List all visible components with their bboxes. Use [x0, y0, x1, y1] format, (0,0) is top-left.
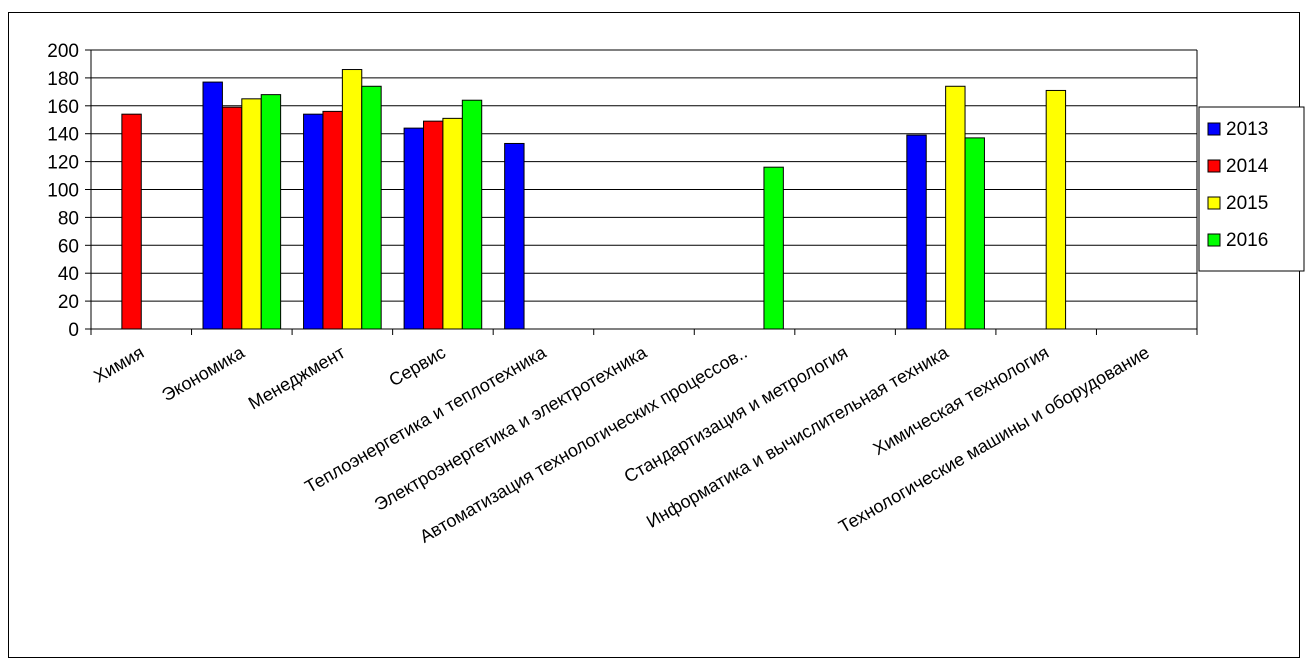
legend-swatch-2013 — [1207, 122, 1221, 136]
y-tick-label: 160 — [47, 97, 79, 118]
y-tick-label: 120 — [47, 153, 79, 174]
legend-label-2015: 2015 — [1226, 193, 1268, 214]
y-tick-label: 40 — [58, 264, 79, 285]
bar-2013-4 — [403, 127, 425, 330]
x-category-label: Химическая технология — [870, 342, 1053, 459]
y-tick-label: 20 — [58, 292, 79, 313]
bar-2016-4 — [461, 99, 483, 330]
bar-2015-2 — [241, 98, 262, 330]
bar-2015-10 — [1045, 89, 1067, 330]
y-tick-label: 0 — [68, 320, 79, 341]
y-tick-label: 60 — [58, 236, 79, 257]
x-category-label: Химия — [90, 342, 147, 386]
bar-2016-2 — [260, 94, 282, 330]
legend-label-2013: 2013 — [1226, 119, 1268, 140]
bar-2016-7 — [763, 166, 784, 330]
x-category-label: Экономика — [158, 342, 248, 406]
x-category-label: Менеджмент — [245, 342, 348, 413]
bar-2013-5 — [504, 142, 525, 330]
bar-2013-9 — [906, 134, 927, 330]
y-tick-label: 200 — [47, 41, 79, 62]
y-tick-label: 80 — [58, 208, 79, 229]
bar-2016-9 — [964, 137, 985, 330]
legend-label-2014: 2014 — [1226, 156, 1269, 177]
legend-swatch-2015 — [1207, 196, 1221, 210]
y-tick-label: 140 — [47, 125, 79, 146]
bar-2013-2 — [202, 81, 223, 330]
legend-swatch-2016 — [1207, 233, 1221, 247]
bar-2014-4 — [423, 120, 444, 330]
y-tick-label: 180 — [47, 69, 79, 90]
bar-2015-3 — [341, 69, 363, 330]
bar-2013-3 — [303, 113, 324, 330]
bar-2015-9 — [945, 85, 966, 330]
y-tick-label: 100 — [47, 181, 79, 202]
legend-swatch-2014 — [1207, 159, 1221, 173]
legend-label-2016: 2016 — [1226, 230, 1268, 251]
x-category-label: Сервис — [386, 342, 449, 390]
bar-2014-3 — [322, 110, 343, 330]
bar-2014-1 — [121, 113, 142, 330]
bar-2016-3 — [361, 85, 382, 330]
bar-2014-2 — [221, 106, 243, 330]
bar-2015-4 — [442, 117, 463, 330]
